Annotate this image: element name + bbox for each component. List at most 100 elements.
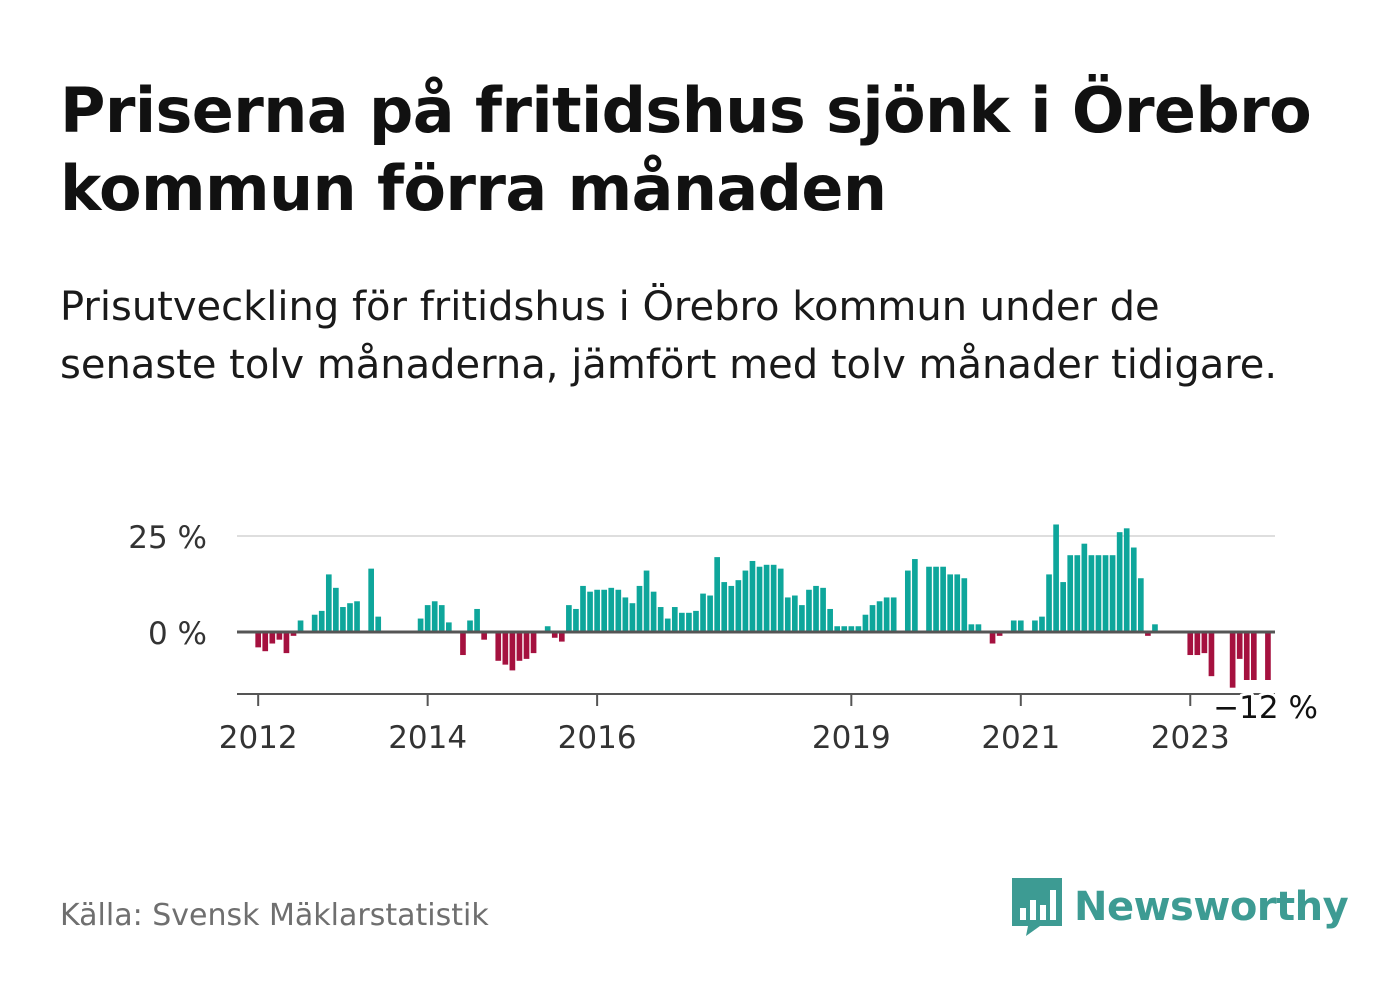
bar [1109, 555, 1116, 632]
bar [368, 568, 374, 632]
bar [601, 589, 608, 632]
bar [841, 626, 848, 632]
bar [297, 620, 304, 632]
bar [643, 570, 650, 632]
bar [671, 607, 678, 632]
bar [1088, 555, 1095, 632]
bar [438, 605, 445, 632]
bar [820, 587, 826, 632]
bar [1265, 632, 1271, 680]
bar [1208, 632, 1215, 677]
bar [714, 557, 720, 632]
bar [636, 585, 643, 632]
bar [749, 560, 756, 632]
bar [1243, 632, 1250, 680]
bar [728, 585, 735, 632]
bar [996, 632, 1003, 636]
bar [1074, 555, 1081, 632]
bar [1250, 632, 1257, 680]
bar [516, 632, 523, 661]
bar [276, 632, 283, 640]
bar [347, 603, 353, 632]
x-tick-label: 2019 [812, 720, 891, 756]
bar [474, 608, 480, 632]
bar [530, 632, 537, 654]
bar [1123, 528, 1130, 632]
bar [890, 597, 897, 632]
bar [608, 587, 615, 632]
bar [1032, 620, 1038, 632]
bar [1039, 616, 1045, 632]
bar [1145, 632, 1151, 636]
bar [431, 601, 438, 632]
bar [1138, 578, 1144, 632]
bar [693, 610, 699, 632]
bar [968, 624, 975, 632]
bar [502, 632, 509, 665]
bar [679, 612, 685, 632]
source-note: Källa: Svensk Mäklarstatistik [60, 898, 489, 933]
bar [876, 601, 883, 632]
bar [855, 626, 862, 632]
x-tick-label: 2014 [388, 720, 467, 756]
bar [848, 626, 855, 632]
bar [862, 614, 869, 632]
bar [333, 587, 339, 632]
bar [1194, 632, 1201, 656]
x-tick-label: 2016 [558, 720, 637, 756]
bar [657, 607, 664, 632]
bar [912, 559, 918, 632]
bar [686, 612, 692, 632]
bar [975, 624, 982, 632]
bar [784, 597, 791, 632]
bar [354, 601, 360, 632]
bar [1060, 582, 1066, 632]
value-annotation: −12 % [1213, 690, 1318, 726]
bar [629, 603, 636, 632]
bar [664, 618, 671, 632]
bar [827, 608, 833, 632]
bar [721, 582, 728, 632]
bar [255, 632, 262, 648]
bar [1236, 632, 1243, 659]
bars [255, 524, 1271, 688]
axes [237, 630, 1275, 706]
bar [566, 605, 572, 632]
bar [1017, 620, 1024, 632]
brand-name: Newsworthy [1074, 884, 1349, 930]
bar [777, 568, 784, 632]
bar [834, 626, 841, 632]
bar [446, 622, 452, 632]
bar [926, 566, 932, 632]
bar [933, 566, 939, 632]
bar [311, 614, 318, 632]
bar [792, 595, 798, 632]
bar [262, 632, 269, 652]
bar [622, 597, 629, 632]
y-tick-label: 25 % [128, 520, 207, 556]
brand-logo: Newsworthy [1012, 878, 1349, 936]
bar [1067, 555, 1074, 632]
bar [763, 564, 770, 632]
x-tick-label: 2023 [1151, 720, 1230, 756]
bar [1046, 574, 1052, 632]
bar [290, 632, 297, 636]
bar [509, 632, 516, 671]
x-tick-label: 2012 [219, 720, 298, 756]
bar [558, 632, 565, 642]
bar [961, 578, 968, 632]
chart-title: Priserna på fritidshus sjönk i Örebro ko… [60, 74, 1312, 225]
bar [1201, 632, 1208, 654]
bar [1152, 624, 1158, 632]
bar [756, 566, 763, 632]
bar [742, 570, 749, 632]
bar [269, 632, 276, 644]
bar [1116, 532, 1123, 632]
bar [467, 620, 473, 632]
bar [1229, 632, 1236, 688]
bar [417, 618, 424, 632]
bar [1053, 524, 1059, 632]
bar [940, 566, 946, 632]
x-tick-label: 2021 [981, 720, 1060, 756]
bar [340, 607, 346, 632]
